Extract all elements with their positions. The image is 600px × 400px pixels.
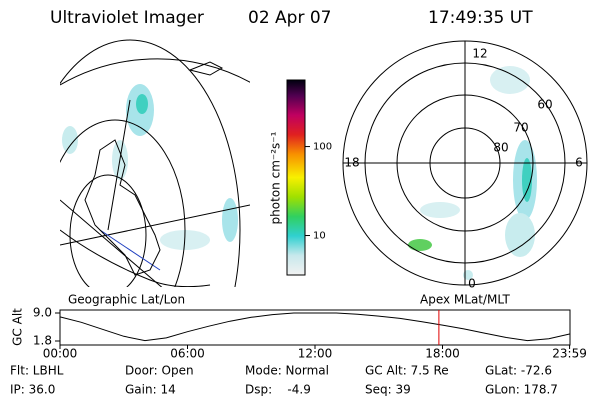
status-field: Door: Open — [125, 364, 194, 378]
date: 02 Apr 07 — [248, 8, 331, 28]
mlt-label: 18 — [344, 156, 359, 170]
y-tick-label: 1.8 — [33, 334, 52, 348]
x-tick-label: 12:00 — [298, 347, 333, 361]
mlt-label: 0 — [468, 277, 476, 291]
color-bar-tick-label: 100 — [313, 142, 332, 153]
geographic-map — [60, 39, 250, 287]
status-field: IP: 36.0 — [10, 383, 55, 397]
timeline: 9.0 1.800:00 06:00 12:00 18:00 23:59 — [33, 306, 587, 361]
lat-label: 60 — [537, 98, 552, 112]
timeline-frame — [59, 309, 571, 346]
timeline-ylabel: GC Alt — [11, 308, 25, 346]
timeline-left-label: Geographic Lat/Lon — [68, 293, 185, 307]
lat-label: 70 — [513, 121, 528, 135]
mlt-label: 6 — [575, 156, 583, 170]
lat-label: 80 — [493, 141, 508, 155]
status-field: Gain: 14 — [125, 383, 176, 397]
status-field: Flt: LBHL — [10, 364, 64, 378]
color-bar-label: photon cm⁻²s⁻¹ — [269, 131, 283, 224]
status-field: Seq: 39 — [365, 383, 411, 397]
polar-plot — [342, 40, 588, 286]
altitude-curve — [59, 312, 570, 342]
mlt-label: 12 — [472, 47, 487, 61]
x-tick-label: 00:00 — [43, 347, 78, 361]
y-tick-label: 9.0 — [33, 306, 52, 320]
status-field: GLon: 178.7 — [485, 383, 558, 397]
color-bar-ticks: 10 100 — [305, 142, 332, 242]
x-tick-label: 23:59 — [552, 347, 587, 361]
x-tick-label: 06:00 — [170, 347, 205, 361]
status-footer: Flt: LBHL Door: Open Mode: Normal GC Alt: 7… — [10, 364, 558, 397]
color-bar — [286, 79, 306, 276]
color-bar-tick-label: 10 — [313, 231, 326, 242]
title: Ultraviolet Imager — [50, 8, 204, 28]
x-tick-label: 18:00 — [425, 347, 460, 361]
status-field: GLat: -72.6 — [485, 364, 552, 378]
status-field: Mode: Normal — [245, 364, 329, 378]
timeline-right-label: Apex MLat/MLT — [420, 293, 510, 307]
status-field: GC Alt: 7.5 Re — [365, 364, 449, 378]
status-field: Dsp: -4.9 — [245, 383, 311, 397]
time: 17:49:35 UT — [428, 8, 533, 28]
